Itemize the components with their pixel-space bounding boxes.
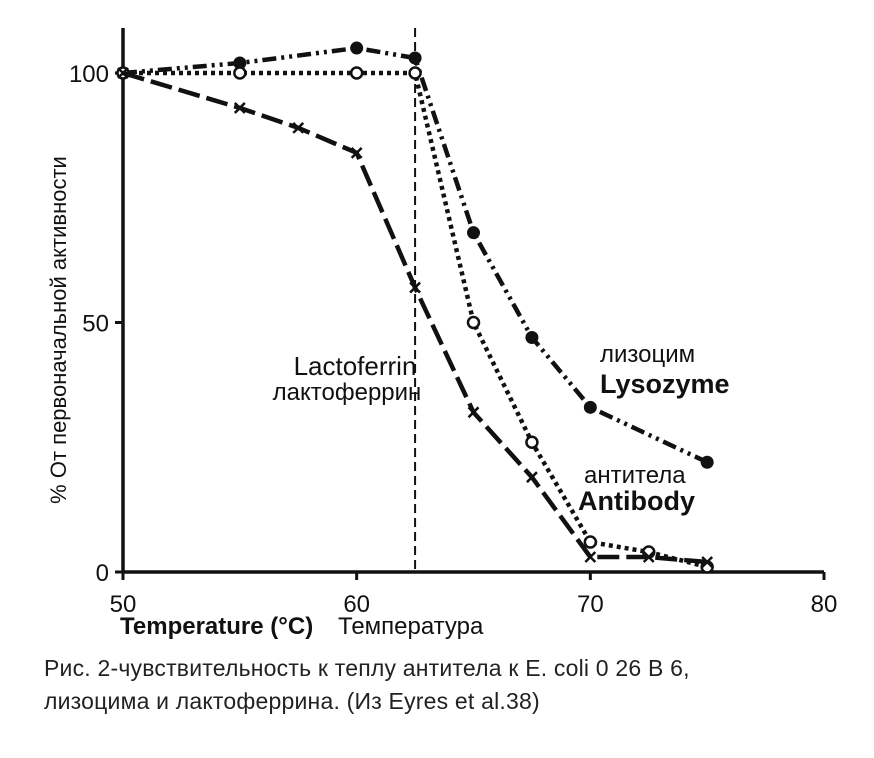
lactoferrin-point xyxy=(409,281,421,294)
lysozyme-point xyxy=(525,330,539,344)
antibody-point xyxy=(525,435,539,450)
caption-line-2: лизоцима и лактоферрина. (Из Eyres et al… xyxy=(44,688,540,714)
y-axis-label: % От первоначальной активности xyxy=(46,156,71,504)
lactoferrin-line xyxy=(122,70,708,565)
lactoferrin-point xyxy=(292,122,305,134)
lysozyme-label-en: Lysozyme xyxy=(600,369,730,399)
lysozyme-point xyxy=(233,56,247,70)
antibody-label-ru: антитела xyxy=(584,462,686,489)
lactoferrin-point xyxy=(117,67,129,79)
lysozyme-label-ru: лизоцим xyxy=(600,341,695,368)
lactoferrin-point xyxy=(701,556,714,568)
lactoferrin-point xyxy=(233,102,246,114)
lactoferrin-point xyxy=(584,551,597,563)
lactoferrin-series xyxy=(117,67,714,568)
antibody-label-en: Antibody xyxy=(578,486,695,516)
lysozyme-point xyxy=(700,455,714,469)
x-tick-label: 80 xyxy=(811,591,838,618)
lysozyme-point xyxy=(583,400,597,414)
antibody-point xyxy=(408,66,422,80)
y-tick-label: 0 xyxy=(96,560,109,587)
lactoferrin-point xyxy=(467,406,480,419)
lactoferrin-point xyxy=(350,146,363,159)
x-axis-label-ru: Температура xyxy=(338,613,484,640)
antibody-point xyxy=(583,535,598,549)
antibody-point xyxy=(466,315,481,330)
x-tick-label: 70 xyxy=(577,591,604,618)
chart-figure: 50 60 70 80 0 50 100 % От первоначальной актив… xyxy=(46,28,837,640)
lysozyme-point xyxy=(350,41,364,55)
lactoferrin-point xyxy=(642,551,655,563)
antibody-point xyxy=(349,66,364,80)
x-tick-label: 60 xyxy=(343,591,370,618)
lactoferrin-point xyxy=(526,471,538,484)
y-tick-label: 50 xyxy=(82,311,109,338)
vline-label-ru: лактоферрин xyxy=(273,379,422,406)
lysozyme-point xyxy=(408,51,422,65)
vline-label-en: Lactoferrin xyxy=(294,351,417,381)
caption-line-1: Рис. 2-чувствительность к теплу антитела… xyxy=(44,655,690,681)
x-tick-label: 50 xyxy=(110,591,137,618)
antibody-point xyxy=(233,66,247,80)
y-tick-label: 100 xyxy=(69,61,109,88)
figure-caption: Рис. 2-чувствительность к теплу антитела… xyxy=(44,652,864,718)
x-axis-label-en: Temperature (°C) xyxy=(120,613,313,640)
antibody-line xyxy=(123,70,708,570)
series-layer xyxy=(116,41,714,574)
lysozyme-point xyxy=(467,226,480,240)
lysozyme-line xyxy=(122,45,709,465)
